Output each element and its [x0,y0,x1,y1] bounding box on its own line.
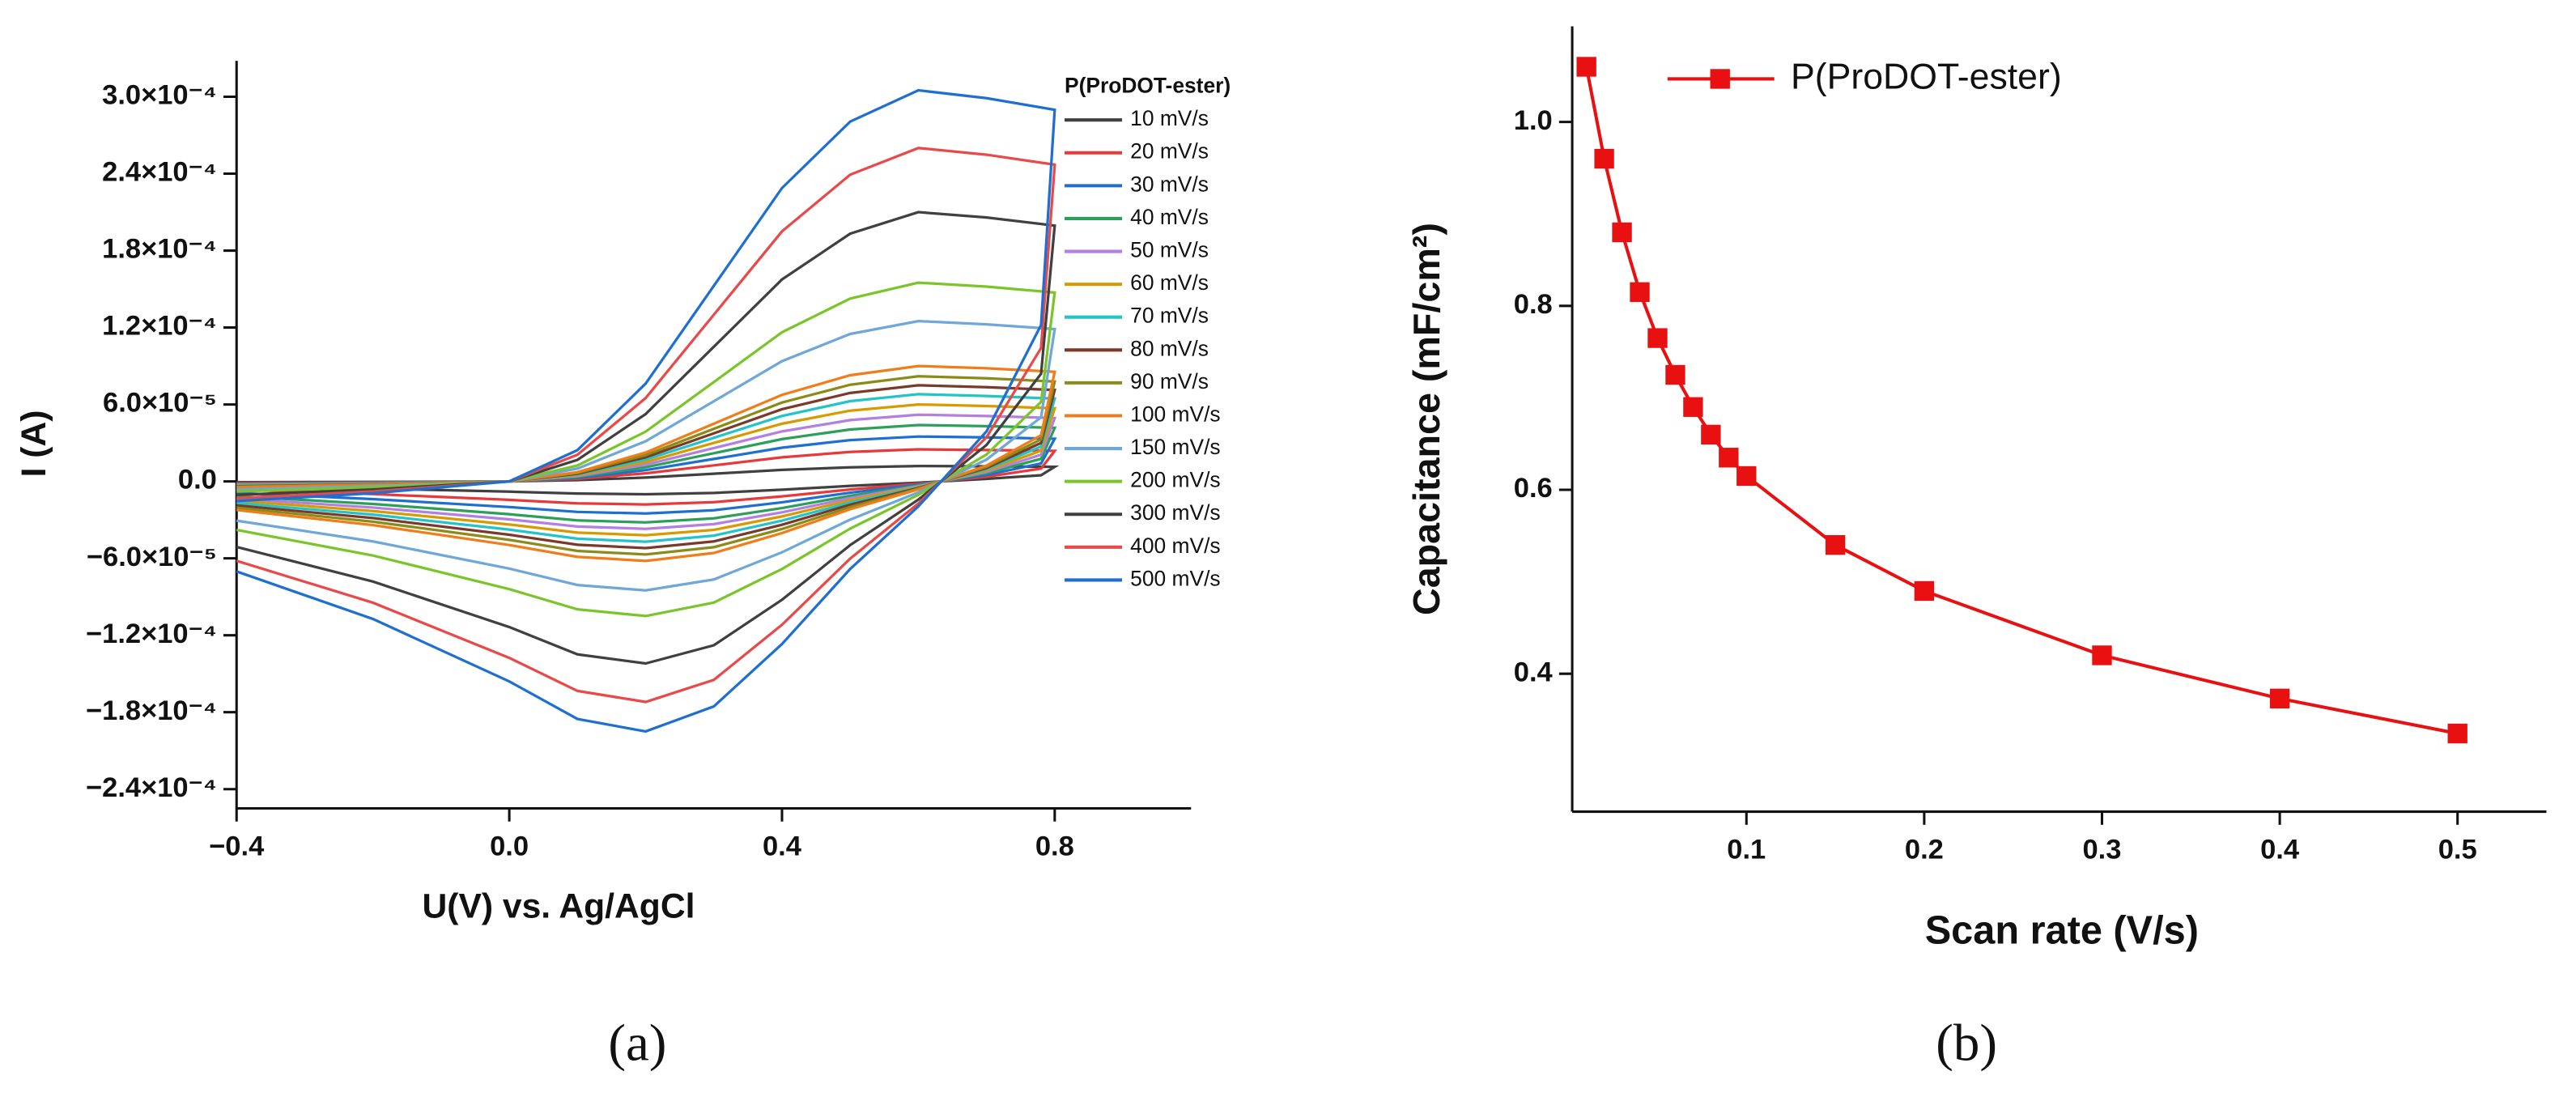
y-tick-label: 6.0×10⁻⁵ [103,388,217,419]
legend-label: 300 mV/s [1130,500,1220,525]
y-tick-label: 3.0×10⁻⁴ [102,80,217,111]
legend-label: 10 mV/s [1130,106,1209,130]
series-line [236,375,1056,556]
legend-marker [1710,69,1730,89]
series-line [236,147,1056,704]
x-tick-label: −0.4 [209,831,264,861]
marker [1914,580,1935,602]
y-tick-label: −6.0×10⁻⁵ [87,542,217,572]
series-line [236,435,1057,515]
marker [1647,328,1668,348]
x-tick-label: 0.4 [2260,834,2299,865]
y-tick-label: −1.8×10⁻⁴ [86,695,217,726]
marker [1736,466,1757,487]
marker [1665,364,1685,385]
y-axis-label: I (A) [15,410,53,478]
y-tick-label: 0.6 [1514,473,1553,504]
marker [2447,723,2468,744]
marker [1683,397,1703,417]
legend-label: 90 mV/s [1130,369,1209,393]
marker [1612,222,1632,243]
y-tick-label: 2.4×10⁻⁴ [102,157,217,188]
x-tick-label: 0.2 [1905,834,1944,865]
legend-label: 200 mV/s [1130,468,1220,492]
marker [1701,424,1721,445]
caption: (b) [1936,1014,1997,1073]
series-line [236,448,1058,506]
series-line [236,423,1057,524]
y-tick-label: −1.2×10⁻⁴ [86,619,217,649]
legend-label: 500 mV/s [1130,566,1220,590]
series-line [236,364,1056,563]
y-tick-label: 1.8×10⁻⁴ [102,234,217,265]
y-tick-label: 0.0 [178,465,217,495]
marker [1825,534,1846,555]
legend-title: P(ProDOT-ester) [1065,74,1231,98]
x-axis-label: Scan rate (V/s) [1925,909,2199,953]
legend-label: 70 mV/s [1130,304,1209,328]
series-line [236,393,1056,543]
series-line [236,384,1056,550]
y-tick-label: 0.4 [1514,657,1553,687]
series-line [236,210,1056,665]
series-line [236,413,1057,530]
series-line [236,402,1057,537]
y-tick-label: −2.4×10⁻⁴ [86,772,217,803]
legend-label: 40 mV/s [1130,205,1209,229]
marker [1630,282,1650,302]
x-tick-label: 0.0 [490,831,529,861]
marker [2092,645,2112,665]
legend-label: 100 mV/s [1130,402,1220,426]
x-tick-label: 0.5 [2438,834,2477,865]
series-line [236,320,1056,592]
caption: (a) [608,1014,666,1073]
series-line [1584,66,2459,735]
x-tick-label: 0.1 [1727,834,1766,865]
y-tick-label: 1.2×10⁻⁴ [102,311,217,342]
x-tick-label: 0.4 [763,831,801,861]
series-line [236,464,1060,496]
legend-label: 150 mV/s [1130,435,1220,459]
marker [1594,148,1614,169]
legend-label: 400 mV/s [1130,534,1220,558]
legend-label: 30 mV/s [1130,172,1209,196]
x-tick-label: 0.3 [2083,834,2122,865]
y-tick-label: 1.0 [1514,105,1553,136]
legend-label: 20 mV/s [1130,139,1209,164]
y-axis-label: Capacitance (mF/cm²) [1405,223,1447,615]
legend-label: 60 mV/s [1130,270,1209,295]
marker [1576,57,1596,77]
series-line [236,88,1056,733]
legend-label: P(ProDOT-ester) [1791,57,2062,96]
series-line [236,281,1056,618]
marker [1719,448,1739,468]
marker [2269,688,2290,709]
x-tick-label: 0.8 [1035,831,1074,861]
x-axis-label: U(V) vs. Ag/AgCl [422,887,695,926]
y-tick-label: 0.8 [1514,289,1553,320]
legend-label: 50 mV/s [1130,238,1209,262]
legend-label: 80 mV/s [1130,336,1209,360]
